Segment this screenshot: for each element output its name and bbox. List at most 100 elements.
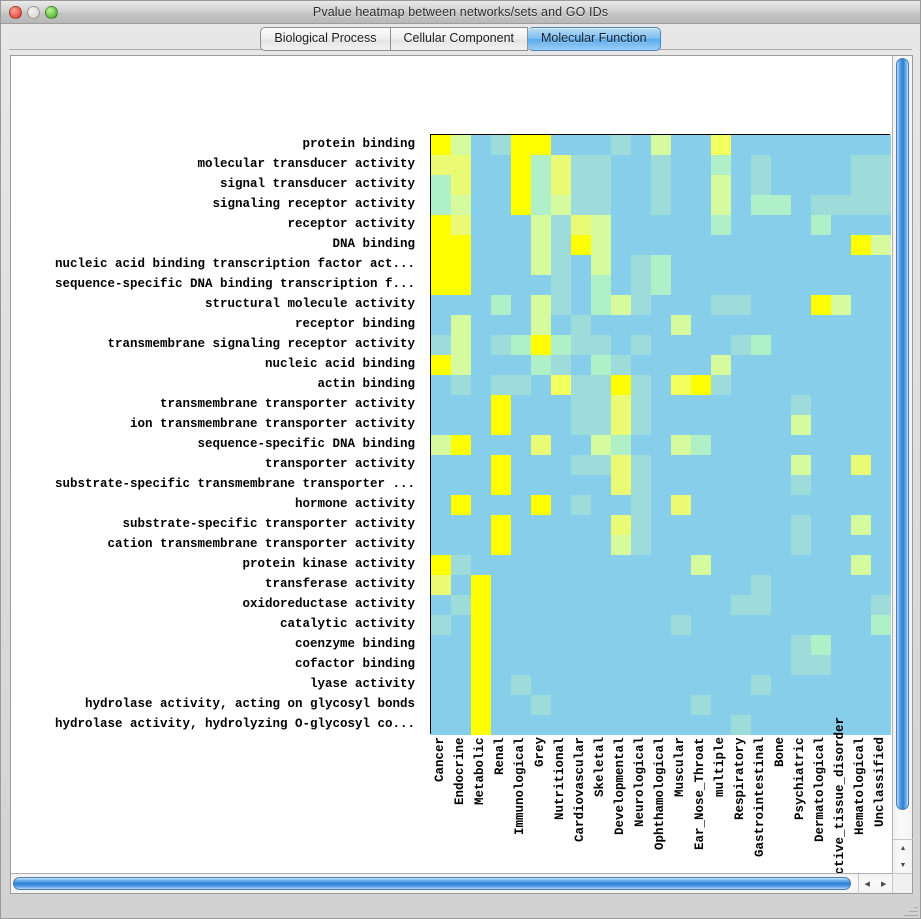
heatmap-cell[interactable] <box>671 195 691 215</box>
heatmap-cell[interactable] <box>431 615 451 635</box>
heatmap-cell[interactable] <box>471 255 491 275</box>
heatmap-cell[interactable] <box>871 355 891 375</box>
heatmap-cell[interactable] <box>651 435 671 455</box>
heatmap-cell[interactable] <box>431 495 451 515</box>
heatmap-cell[interactable] <box>871 375 891 395</box>
heatmap-cell[interactable] <box>491 195 511 215</box>
heatmap-cell[interactable] <box>791 155 811 175</box>
heatmap-cell[interactable] <box>431 275 451 295</box>
heatmap-cell[interactable] <box>671 455 691 475</box>
heatmap-cell[interactable] <box>711 615 731 635</box>
heatmap-cell[interactable] <box>791 295 811 315</box>
heatmap-cell[interactable] <box>591 155 611 175</box>
heatmap-cell[interactable] <box>511 455 531 475</box>
heatmap-cell[interactable] <box>711 555 731 575</box>
heatmap-cell[interactable] <box>451 275 471 295</box>
heatmap-cell[interactable] <box>571 635 591 655</box>
heatmap-cell[interactable] <box>491 415 511 435</box>
heatmap-cell[interactable] <box>571 295 591 315</box>
heatmap-cell[interactable] <box>731 415 751 435</box>
heatmap-cell[interactable] <box>831 275 851 295</box>
heatmap-cell[interactable] <box>851 495 871 515</box>
heatmap-cell[interactable] <box>451 715 471 735</box>
heatmap-cell[interactable] <box>831 255 851 275</box>
heatmap-cell[interactable] <box>611 235 631 255</box>
heatmap-cell[interactable] <box>871 295 891 315</box>
heatmap-cell[interactable] <box>731 235 751 255</box>
heatmap-cell[interactable] <box>691 715 711 735</box>
heatmap-cell[interactable] <box>711 395 731 415</box>
heatmap-cell[interactable] <box>671 355 691 375</box>
heatmap-cell[interactable] <box>591 415 611 435</box>
heatmap-cell[interactable] <box>451 455 471 475</box>
heatmap-cell[interactable] <box>791 715 811 735</box>
heatmap-cell[interactable] <box>631 135 651 155</box>
heatmap-cell[interactable] <box>691 215 711 235</box>
heatmap-cell[interactable] <box>791 655 811 675</box>
heatmap-cell[interactable] <box>811 135 831 155</box>
heatmap-cell[interactable] <box>631 575 651 595</box>
heatmap-cell[interactable] <box>551 335 571 355</box>
heatmap-cell[interactable] <box>591 715 611 735</box>
heatmap-cell[interactable] <box>631 415 651 435</box>
heatmap-cell[interactable] <box>531 635 551 655</box>
heatmap-cell[interactable] <box>771 675 791 695</box>
heatmap-cell[interactable] <box>551 715 571 735</box>
heatmap-cell[interactable] <box>511 215 531 235</box>
heatmap-cell[interactable] <box>611 575 631 595</box>
heatmap-cell[interactable] <box>551 615 571 635</box>
heatmap-cell[interactable] <box>491 275 511 295</box>
heatmap-cell[interactable] <box>771 635 791 655</box>
heatmap-cell[interactable] <box>471 695 491 715</box>
heatmap-cell[interactable] <box>711 335 731 355</box>
heatmap-cell[interactable] <box>491 435 511 455</box>
heatmap-cell[interactable] <box>671 275 691 295</box>
heatmap-cell[interactable] <box>711 215 731 235</box>
heatmap-cell[interactable] <box>771 715 791 735</box>
heatmap-cell[interactable] <box>591 655 611 675</box>
heatmap-cell[interactable] <box>731 315 751 335</box>
heatmap-cell[interactable] <box>451 195 471 215</box>
heatmap-cell[interactable] <box>691 655 711 675</box>
heatmap-cell[interactable] <box>611 255 631 275</box>
heatmap-cell[interactable] <box>531 675 551 695</box>
heatmap-cell[interactable] <box>511 315 531 335</box>
heatmap-cell[interactable] <box>631 355 651 375</box>
heatmap-cell[interactable] <box>511 275 531 295</box>
heatmap-cell[interactable] <box>831 315 851 335</box>
heatmap-cell[interactable] <box>751 335 771 355</box>
heatmap-cell[interactable] <box>811 395 831 415</box>
heatmap-cell[interactable] <box>791 615 811 635</box>
heatmap-cell[interactable] <box>791 575 811 595</box>
heatmap-cell[interactable] <box>591 295 611 315</box>
heatmap-cell[interactable] <box>691 695 711 715</box>
heatmap-cell[interactable] <box>811 535 831 555</box>
heatmap-cell[interactable] <box>871 475 891 495</box>
heatmap-cell[interactable] <box>751 375 771 395</box>
heatmap-cell[interactable] <box>671 215 691 235</box>
heatmap-cell[interactable] <box>791 555 811 575</box>
heatmap-cell[interactable] <box>831 575 851 595</box>
heatmap-cell[interactable] <box>511 135 531 155</box>
heatmap-cell[interactable] <box>531 415 551 435</box>
heatmap-cell[interactable] <box>531 695 551 715</box>
heatmap-cell[interactable] <box>451 475 471 495</box>
heatmap-cell[interactable] <box>691 555 711 575</box>
heatmap-cell[interactable] <box>591 315 611 335</box>
heatmap-cell[interactable] <box>611 375 631 395</box>
heatmap-cell[interactable] <box>831 355 851 375</box>
heatmap-cell[interactable] <box>431 415 451 435</box>
horizontal-scrollbar[interactable]: ◀ ▶ <box>11 873 892 894</box>
heatmap-cell[interactable] <box>571 415 591 435</box>
heatmap-cell[interactable] <box>731 555 751 575</box>
heatmap-cell[interactable] <box>671 235 691 255</box>
heatmap-cell[interactable] <box>451 535 471 555</box>
heatmap-cell[interactable] <box>471 595 491 615</box>
heatmap-cell[interactable] <box>871 195 891 215</box>
heatmap-cell[interactable] <box>511 295 531 315</box>
heatmap-cell[interactable] <box>651 375 671 395</box>
heatmap-cell[interactable] <box>571 375 591 395</box>
heatmap-cell[interactable] <box>871 615 891 635</box>
heatmap-cell[interactable] <box>511 435 531 455</box>
heatmap-cell[interactable] <box>431 295 451 315</box>
